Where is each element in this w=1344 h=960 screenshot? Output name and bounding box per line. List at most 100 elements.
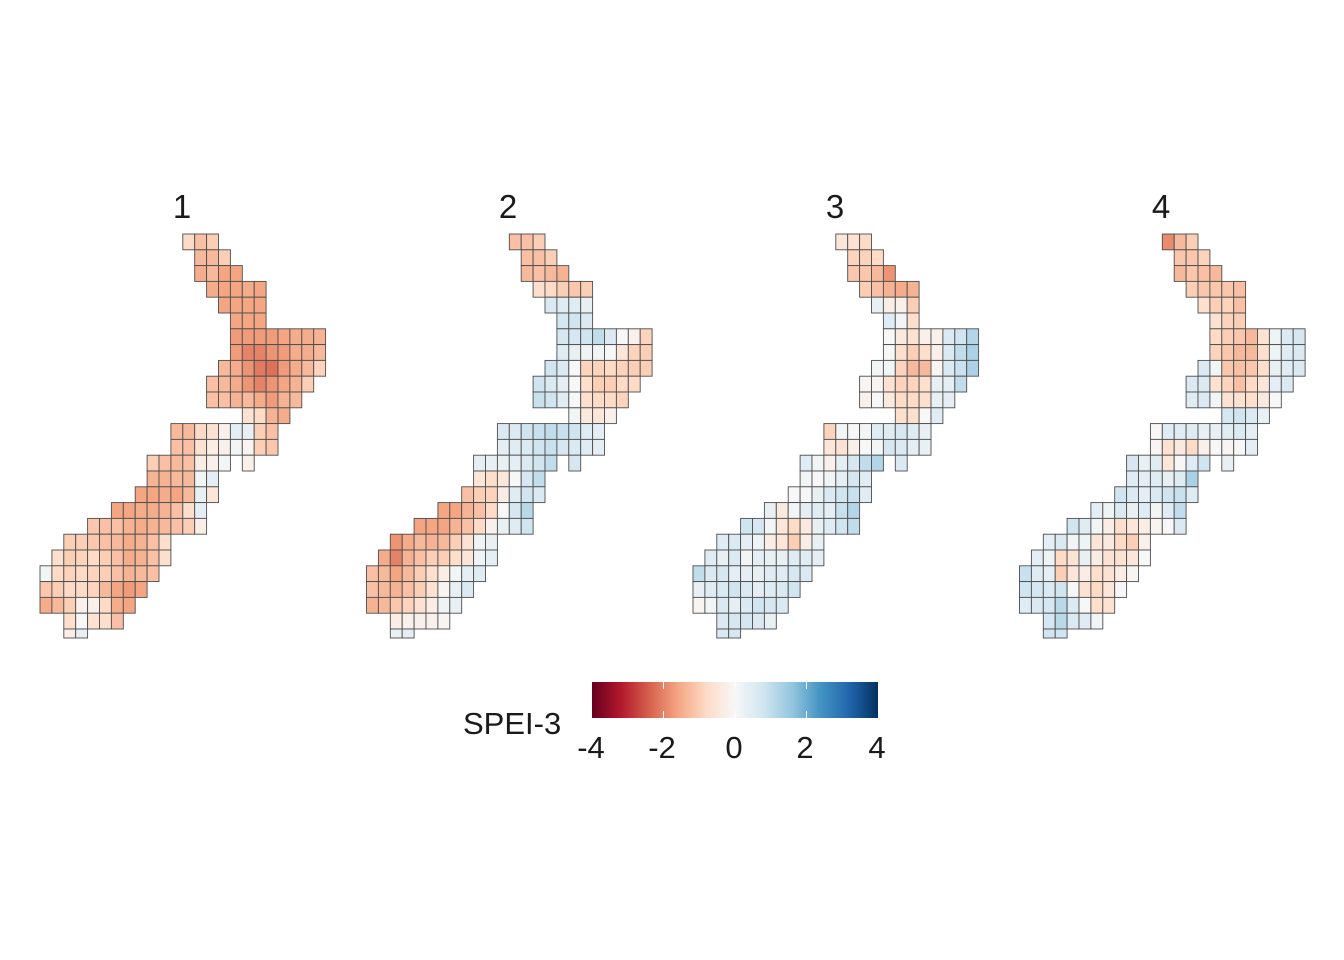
grid-cell xyxy=(918,391,932,409)
grid-cell xyxy=(728,533,742,551)
grid-cell xyxy=(532,470,546,488)
grid-cell xyxy=(1233,407,1247,425)
grid-cell xyxy=(740,612,753,630)
grid-cell xyxy=(775,502,789,519)
grid-cell xyxy=(75,565,89,583)
grid-cell xyxy=(716,612,730,630)
grid-cell xyxy=(218,375,231,393)
grid-cell xyxy=(568,423,582,440)
grid-cell xyxy=(1245,328,1258,346)
grid-cell xyxy=(1197,265,1211,282)
grid-cell xyxy=(366,565,379,583)
grid-cell xyxy=(229,423,243,440)
grid-cell xyxy=(692,581,706,598)
grid-cell xyxy=(592,328,605,346)
grid-cell xyxy=(1257,407,1270,425)
grid-cell xyxy=(1209,423,1223,440)
grid-cell xyxy=(520,249,534,267)
grid-cell xyxy=(51,565,65,583)
grid-cell xyxy=(930,328,944,346)
grid-cell xyxy=(568,407,582,425)
grid-cell xyxy=(859,454,872,472)
grid-cell xyxy=(508,486,522,504)
grid-cell xyxy=(775,517,789,535)
grid-cell xyxy=(1102,581,1116,598)
grid-cell xyxy=(604,375,617,393)
grid-cell xyxy=(1102,596,1116,614)
grid-cell xyxy=(1209,280,1223,298)
grid-cell xyxy=(894,359,908,377)
grid-cell xyxy=(1209,344,1223,361)
grid-cell xyxy=(265,438,279,456)
grid-cell xyxy=(413,596,427,614)
grid-cell xyxy=(158,533,172,551)
grid-cell xyxy=(604,407,617,425)
grid-cell xyxy=(847,265,861,282)
grid-cell xyxy=(763,517,777,535)
grid-cell xyxy=(532,391,546,409)
grid-cell xyxy=(859,391,872,409)
grid-cell xyxy=(253,296,267,314)
grid-cell xyxy=(99,596,112,614)
grid-cell xyxy=(1161,438,1175,456)
grid-cell xyxy=(520,454,534,472)
grid-cell xyxy=(906,359,920,377)
grid-cell xyxy=(775,533,789,551)
grid-cell xyxy=(966,359,980,377)
grid-cell xyxy=(859,265,872,282)
grid-cell xyxy=(277,407,291,425)
grid-cell xyxy=(1114,565,1128,583)
grid-cell xyxy=(1149,423,1163,440)
grid-cell xyxy=(485,486,498,504)
grid-cell xyxy=(1161,423,1175,440)
grid-cell xyxy=(194,438,208,456)
grid-cell xyxy=(847,470,861,488)
grid-cell xyxy=(1245,359,1258,377)
grid-cell xyxy=(313,344,327,361)
grid-cell xyxy=(1185,375,1199,393)
grid-cell xyxy=(1257,328,1270,346)
grid-cell xyxy=(930,407,944,425)
grid-cell xyxy=(253,375,267,393)
grid-cell xyxy=(592,344,605,361)
grid-cell xyxy=(413,549,427,567)
grid-cell xyxy=(277,391,291,409)
grid-cell xyxy=(520,470,534,488)
grid-cell xyxy=(918,375,932,393)
grid-cell xyxy=(871,454,884,472)
grid-cell xyxy=(615,391,629,409)
grid-cell xyxy=(716,549,730,567)
grid-cell xyxy=(194,233,208,251)
grid-cell xyxy=(532,375,546,393)
grid-cell xyxy=(752,596,765,614)
grid-cell xyxy=(366,581,379,598)
grid-cell xyxy=(1233,312,1247,330)
grid-cell xyxy=(146,470,160,488)
grid-cell xyxy=(1042,581,1056,598)
grid-cell xyxy=(568,391,582,409)
grid-cell xyxy=(1066,533,1080,551)
grid-cell xyxy=(568,375,582,393)
grid-cell xyxy=(1268,359,1282,377)
grid-cell xyxy=(823,454,837,472)
grid-cell xyxy=(99,533,112,551)
grid-cell xyxy=(1185,391,1199,409)
grid-cell xyxy=(1221,438,1235,456)
grid-cell xyxy=(1221,296,1235,314)
grid-cell xyxy=(75,581,89,598)
grid-cell xyxy=(580,328,594,346)
grid-cell xyxy=(485,517,498,535)
grid-cell xyxy=(241,391,255,409)
grid-cell xyxy=(206,470,219,488)
grid-cell xyxy=(930,344,944,361)
grid-cell xyxy=(906,296,920,314)
grid-cell xyxy=(1138,454,1151,472)
grid-cell xyxy=(39,565,53,583)
grid-cell xyxy=(728,596,742,614)
grid-cell xyxy=(1257,359,1270,377)
grid-cell xyxy=(787,565,801,583)
grid-cell xyxy=(580,312,594,330)
grid-cell xyxy=(835,438,849,456)
grid-cell xyxy=(728,612,742,630)
grid-cell xyxy=(194,454,208,472)
